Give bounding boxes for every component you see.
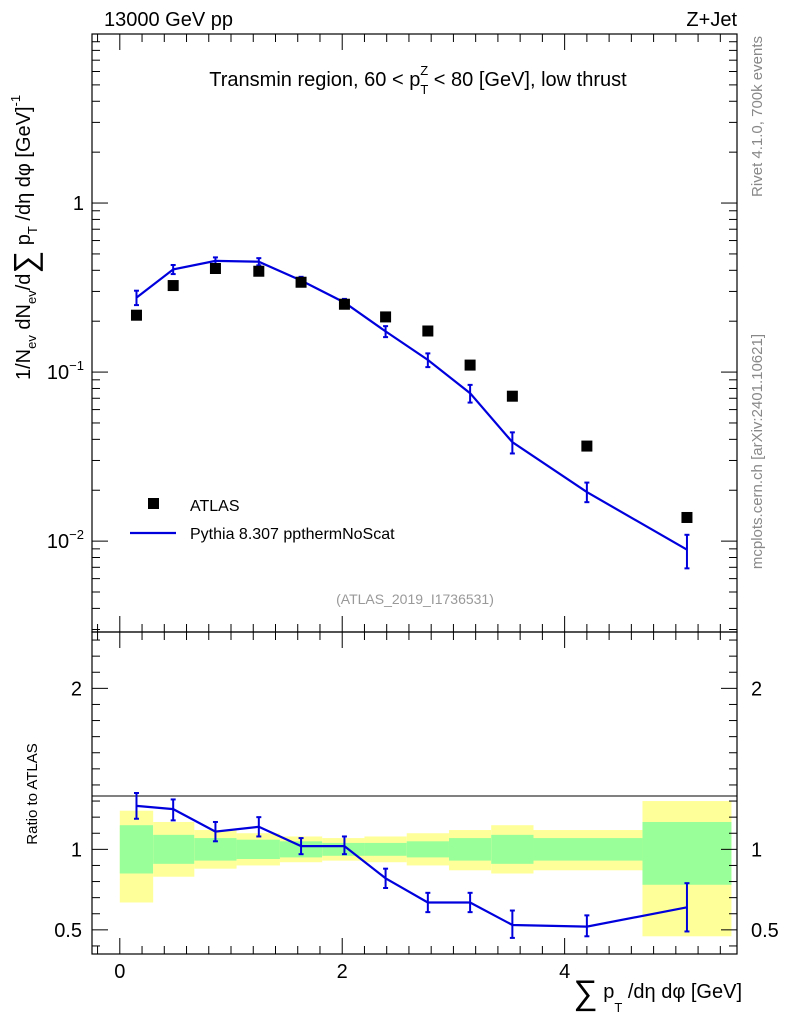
stat-uncertainty-band (448, 838, 492, 861)
ratio-y-tick-label-left: 0.5 (54, 920, 82, 942)
main-y-tick-label: 10−2 (47, 527, 84, 553)
atlas-point (209, 262, 221, 274)
mcplots-label: mcplots.cern.ch [arXiv:2401.10621] (749, 334, 766, 569)
atlas-point (253, 265, 265, 277)
main-y-tick-label: 10−1 (47, 358, 84, 384)
main-data-marks (130, 256, 693, 570)
header-right: Z+Jet (686, 9, 737, 31)
atlas-point (167, 280, 179, 292)
atlas-point (380, 311, 392, 323)
legend-marker-atlas (148, 498, 159, 509)
atlas-point (581, 440, 593, 452)
stat-uncertainty-band (364, 842, 407, 856)
ratio-y-tick-label-right: 0.5 (751, 920, 779, 942)
atlas-point (422, 325, 434, 337)
ratio-y-tick-label-right: 2 (751, 678, 762, 700)
ratio-axis-ticks: 0.5 0.5 1 1 2 2 0 2 4 (54, 632, 779, 983)
main-axis-ticks: 1 10−1 10−2 (47, 34, 737, 632)
main-y-tick-label: 1 (73, 193, 84, 215)
pythia-line (135, 259, 688, 551)
atlas-point (338, 298, 350, 310)
legend-label-pythia: Pythia 8.307 ppthermNoScat (190, 526, 395, 543)
ratio-data-marks (133, 792, 690, 939)
main-y-axis-title: 1/Nev dNev/d∑ pT /dη dφ [GeV]-1 (7, 95, 43, 380)
ratio-y-axis-title: Ratio to ATLAS (24, 743, 41, 844)
main-watermark: (ATLAS_2019_I1736531) (336, 591, 494, 607)
main-frame (91, 33, 738, 633)
ratio-frame (91, 631, 738, 955)
atlas-point (295, 276, 307, 288)
ratio-line (136, 804, 688, 928)
main-title: Transmin region, 60 < pTZ < 80 [GeV], lo… (209, 63, 627, 97)
x-axis-title: ∑ pT /dη dφ [GeV] (573, 974, 742, 1015)
ratio-y-tick-label-left: 2 (71, 678, 82, 700)
rivet-label: Rivet 4.1.0, 700k events (749, 36, 766, 197)
atlas-point (681, 511, 693, 523)
x-tick-label: 2 (337, 961, 348, 983)
legend-label-atlas: ATLAS (190, 498, 240, 515)
stat-uncertainty-band (153, 834, 195, 864)
stat-uncertainty-band (533, 838, 643, 861)
stat-uncertainty-band (406, 841, 449, 858)
atlas-point (130, 309, 142, 321)
atlas-point (464, 359, 476, 371)
stat-uncertainty-band (119, 825, 154, 874)
header-left: 13000 GeV pp (104, 9, 233, 31)
stat-uncertainty-band (236, 839, 280, 860)
stat-uncertainty-band (194, 838, 237, 861)
ratio-y-tick-label-left: 1 (71, 839, 82, 861)
x-tick-label: 0 (114, 961, 125, 983)
x-tick-label: 4 (559, 961, 570, 983)
stat-uncertainty-band (491, 834, 534, 864)
ratio-y-tick-label-right: 1 (751, 839, 762, 861)
stat-uncertainty-band (642, 821, 732, 885)
atlas-point (506, 390, 518, 402)
